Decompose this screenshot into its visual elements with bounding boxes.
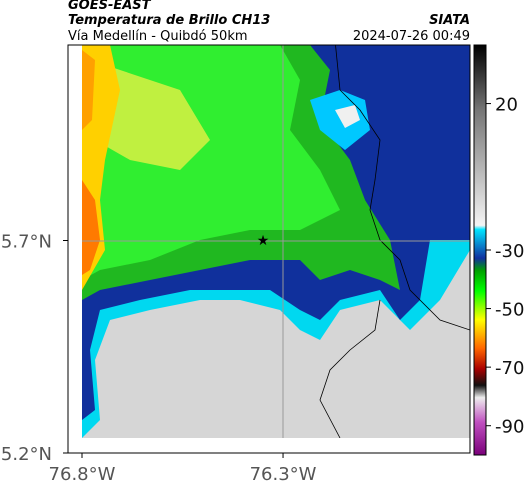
colorbar-tick-label: 20 xyxy=(495,95,518,116)
colorbar-tick-label: -90 xyxy=(495,417,524,438)
header-source: GOES-EAST xyxy=(68,0,152,13)
header-title: Temperatura de Brillo CH13 xyxy=(68,13,270,28)
header-org: SIATA xyxy=(429,13,470,28)
map-frame xyxy=(67,44,471,454)
x-tick-label: 76.3°W xyxy=(250,464,317,485)
colorbar-tick-label: -70 xyxy=(495,358,524,379)
colorbar-tick-label: -50 xyxy=(495,300,524,321)
x-tick-label: 76.8°W xyxy=(49,464,116,485)
map-imagery xyxy=(82,45,470,438)
header-datetime: 2024-07-26 00:49 xyxy=(353,29,470,44)
y-tick-label: 5.2°N xyxy=(1,444,52,465)
colorbar-tick-label: -30 xyxy=(495,241,524,262)
header-route: Vía Medellín - Quibdó 50km xyxy=(68,29,248,44)
y-tick-label: 5.7°N xyxy=(1,232,52,253)
location-star: ★ xyxy=(257,233,270,249)
colorbar xyxy=(473,44,487,456)
